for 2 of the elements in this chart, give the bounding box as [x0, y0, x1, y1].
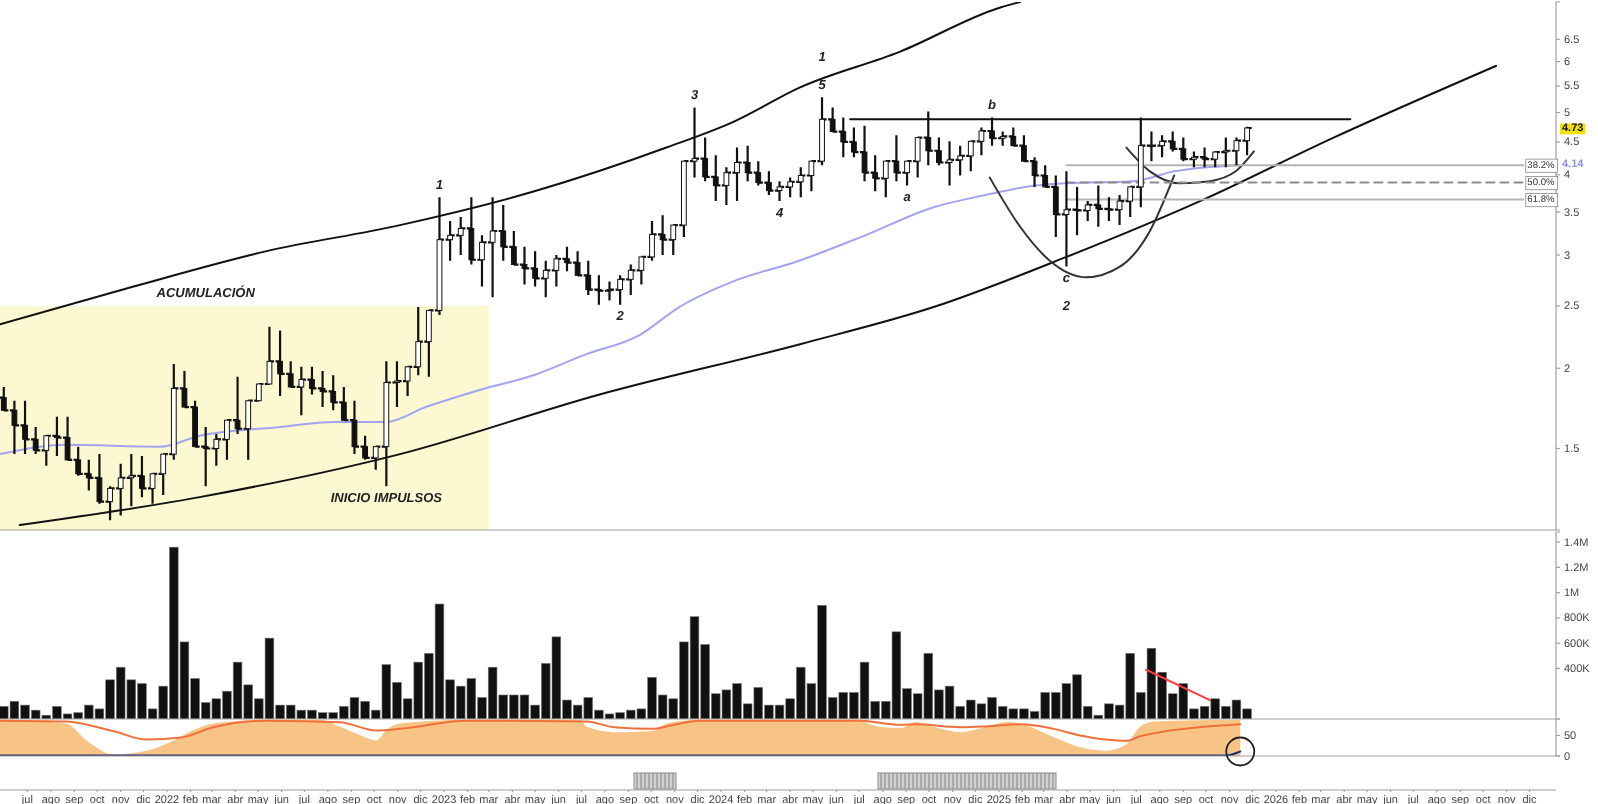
line-series [0, 2, 1022, 326]
line-series [18, 64, 1498, 527]
